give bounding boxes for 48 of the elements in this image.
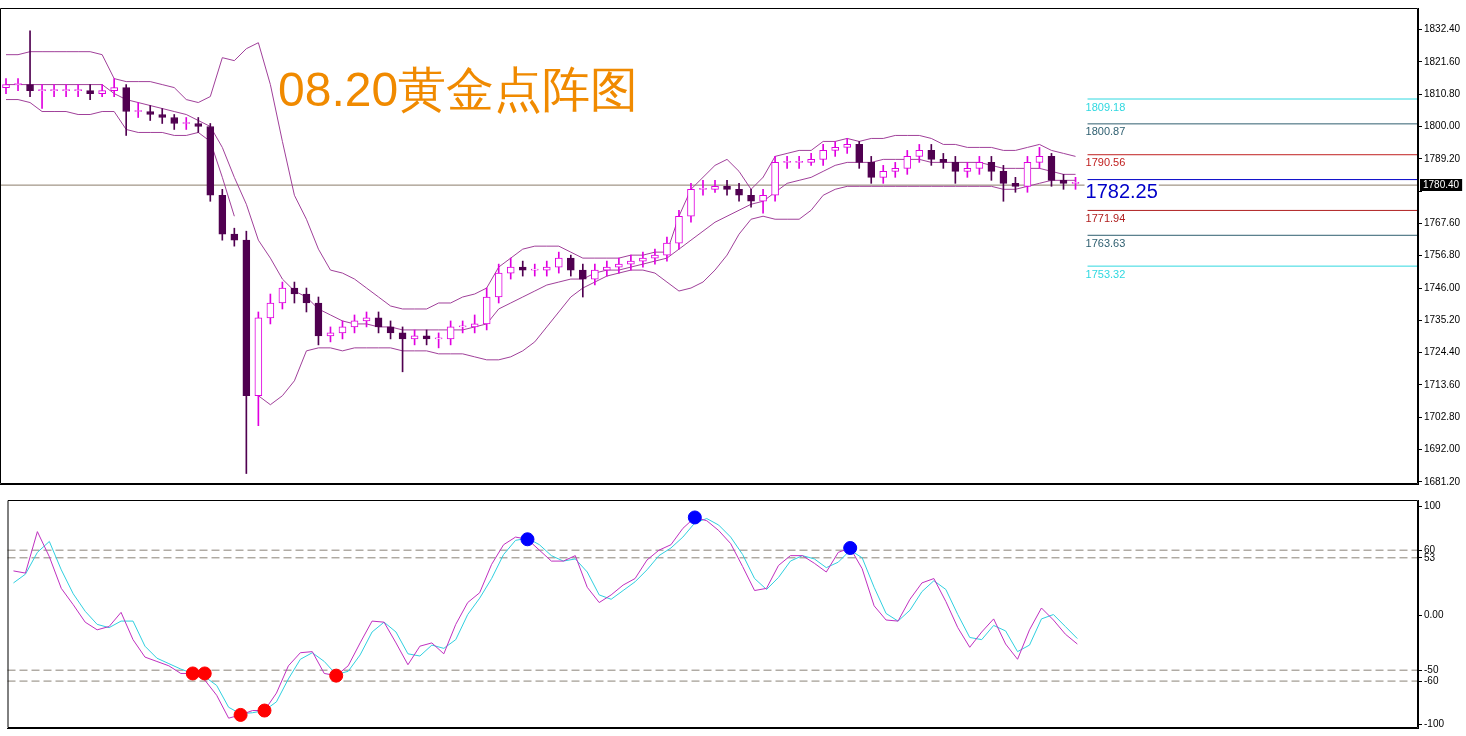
ref-line-label: 1800.87 — [1085, 125, 1126, 138]
ref-line-label: 1790.56 — [1085, 156, 1126, 169]
y-tick-label: 1724.40 — [1424, 346, 1461, 358]
point — [843, 541, 858, 555]
y-tick-label: 1713.60 — [1424, 378, 1461, 390]
candlestick — [26, 30, 34, 97]
y-tick-label: 1756.80 — [1424, 249, 1461, 261]
y-tick-label: 1746.00 — [1424, 281, 1461, 293]
y-tick-label: 1832.40 — [1424, 23, 1461, 35]
candlestick — [146, 105, 155, 121]
ref-line-label: 1771.94 — [1085, 211, 1126, 224]
candlestick — [843, 138, 852, 154]
y-tick-label: 1821.60 — [1424, 55, 1461, 67]
ref-line-label: 1780.40 — [1423, 178, 1460, 190]
y-tick-label: 100 — [1424, 500, 1442, 512]
y-tick-label: 1735.20 — [1424, 314, 1461, 326]
ref-line-label: 1782.25 — [1085, 180, 1158, 203]
candlestick — [831, 141, 840, 157]
candlestick — [530, 263, 539, 277]
y-tick-label: 1702.80 — [1424, 411, 1461, 423]
candlestick — [158, 108, 167, 124]
ref-line-label: 1753.32 — [1085, 267, 1126, 280]
candlestick — [723, 180, 731, 196]
candlestick — [86, 84, 94, 100]
point — [185, 666, 200, 681]
ref-line-label: 1809.18 — [1085, 100, 1126, 113]
ref-line-label: 1763.63 — [1085, 236, 1126, 249]
y-tick-label: 1800.00 — [1424, 120, 1461, 132]
point — [257, 703, 272, 718]
point — [197, 666, 212, 681]
point — [329, 668, 344, 683]
candlestick — [110, 78, 118, 97]
y-tick-label: 1810.80 — [1424, 87, 1461, 99]
point — [520, 532, 535, 547]
y-tick-label: 1681.20 — [1424, 475, 1461, 487]
point — [233, 707, 248, 722]
y-tick-label: 0.00 — [1424, 609, 1444, 621]
y-tick-label: 1692.00 — [1424, 443, 1461, 455]
y-tick-label: -100 — [1424, 718, 1445, 730]
y-tick-label: 1767.60 — [1424, 217, 1461, 229]
y-tick-label: 1789.20 — [1424, 152, 1461, 164]
candlestick — [699, 180, 707, 196]
y-tick-label: -50 — [1424, 663, 1439, 675]
candlestick — [194, 117, 203, 133]
candlestick — [891, 162, 900, 178]
text: 08.20黄金点阵图 — [278, 62, 639, 118]
point — [687, 510, 702, 525]
y-tick-label: -60 — [1424, 674, 1439, 686]
